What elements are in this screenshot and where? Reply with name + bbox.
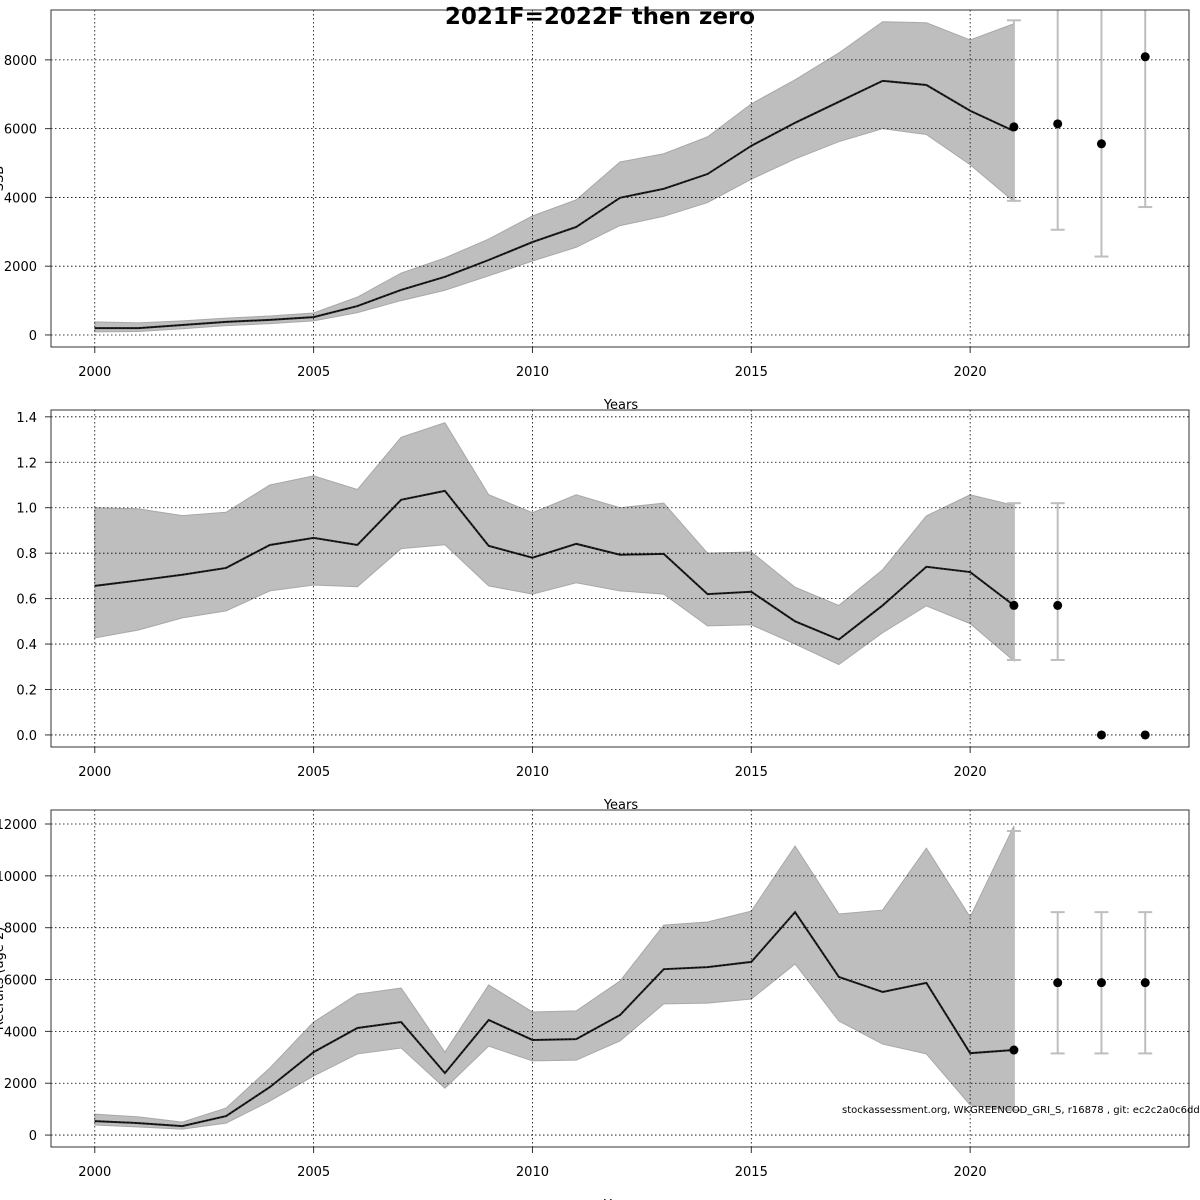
plot-area: [51, 410, 1189, 747]
y-tick-label: 8000: [4, 54, 37, 69]
x-tick-label: 2020: [954, 765, 987, 780]
x-tick-label: 2015: [735, 365, 768, 380]
y-tick-label: 4000: [4, 1025, 37, 1040]
y-tick-label: 2000: [4, 260, 37, 275]
x-tick-label: 2005: [297, 365, 330, 380]
y-tick-label: 2000: [4, 1077, 37, 1092]
forecast-point: [1053, 978, 1063, 988]
panel-1: 0 2000 4000 6000 8000 2000 2005 2010 2015 2020 Yea…: [0, 9, 1190, 413]
forecast-point: [1140, 978, 1150, 988]
y-tick-label: 0.0: [16, 729, 37, 744]
x-axis-label: Years: [603, 1198, 639, 1200]
forecast-point: [1096, 978, 1106, 988]
forecast-point: [1053, 600, 1063, 610]
y-tick-label: 1.4: [16, 411, 37, 426]
y-tick-label: 0: [29, 1129, 37, 1144]
x-axis-label: Years: [603, 398, 639, 413]
plot-area: [51, 810, 1189, 1147]
forecast-point: [1140, 730, 1150, 740]
plot-frame: [50, 9, 1190, 348]
y-tick-label: 12000: [0, 818, 37, 833]
y-axis-label: Recruits (age 2): [0, 927, 7, 1031]
y-tick-label: 6000: [4, 123, 37, 138]
y-axis-label: SSB: [0, 166, 7, 191]
forecast-point: [1140, 52, 1150, 62]
forecast-point: [1009, 600, 1019, 610]
x-tick-label: 2005: [297, 765, 330, 780]
x-tick-label: 2010: [516, 365, 549, 380]
plot-frame: [50, 809, 1190, 1148]
confidence-band: [94, 422, 1015, 666]
x-tick-label: 2010: [516, 1165, 549, 1180]
forecast-point: [1009, 1045, 1019, 1055]
y-tick-label: 0.8: [16, 547, 37, 562]
plot-frame: [50, 409, 1190, 748]
forecast-point: [1096, 730, 1106, 740]
y-tick-label: 8000: [4, 922, 37, 937]
panel-3: 0 2000 4000 6000 8000 10000 12000 2000 2005 2010 2…: [0, 809, 1190, 1200]
panel-2: 0.0 0.2 0.4 0.6 0.8 1.0 1.2 1.4 2000 2005 2010 2015…: [16, 409, 1190, 813]
y-tick-label: 6000: [4, 974, 37, 989]
forecast-point: [1009, 122, 1019, 132]
estimate-line-dash: [94, 911, 1014, 1127]
estimate-line-dash: [94, 80, 1015, 329]
x-tick-label: 2020: [954, 365, 987, 380]
x-tick-label: 2015: [735, 765, 768, 780]
x-tick-label: 2000: [78, 1165, 111, 1180]
confidence-band: [94, 21, 1015, 333]
y-tick-label: 4000: [4, 191, 37, 206]
x-tick-label: 2000: [78, 765, 111, 780]
y-tick-label: 1.2: [16, 456, 37, 471]
y-tick-label: 0.6: [16, 593, 37, 608]
x-tick-label: 2010: [516, 765, 549, 780]
x-tick-label: 2020: [954, 1165, 987, 1180]
x-tick-label: 2015: [735, 1165, 768, 1180]
y-tick-label: 10000: [0, 870, 37, 885]
forecast-point: [1053, 119, 1063, 129]
forecast-point: [1096, 139, 1106, 149]
y-tick-label: 1.0: [16, 502, 37, 517]
x-tick-label: 2000: [78, 365, 111, 380]
y-tick-label: 0.2: [16, 684, 37, 699]
plot-area: [51, 10, 1189, 347]
estimate-line-dash: [94, 490, 1015, 641]
x-tick-label: 2005: [297, 1165, 330, 1180]
y-tick-label: 0: [29, 329, 37, 344]
x-axis-label: Years: [603, 798, 639, 813]
confidence-band: [94, 825, 1015, 1130]
y-tick-label: 0.4: [16, 638, 37, 653]
